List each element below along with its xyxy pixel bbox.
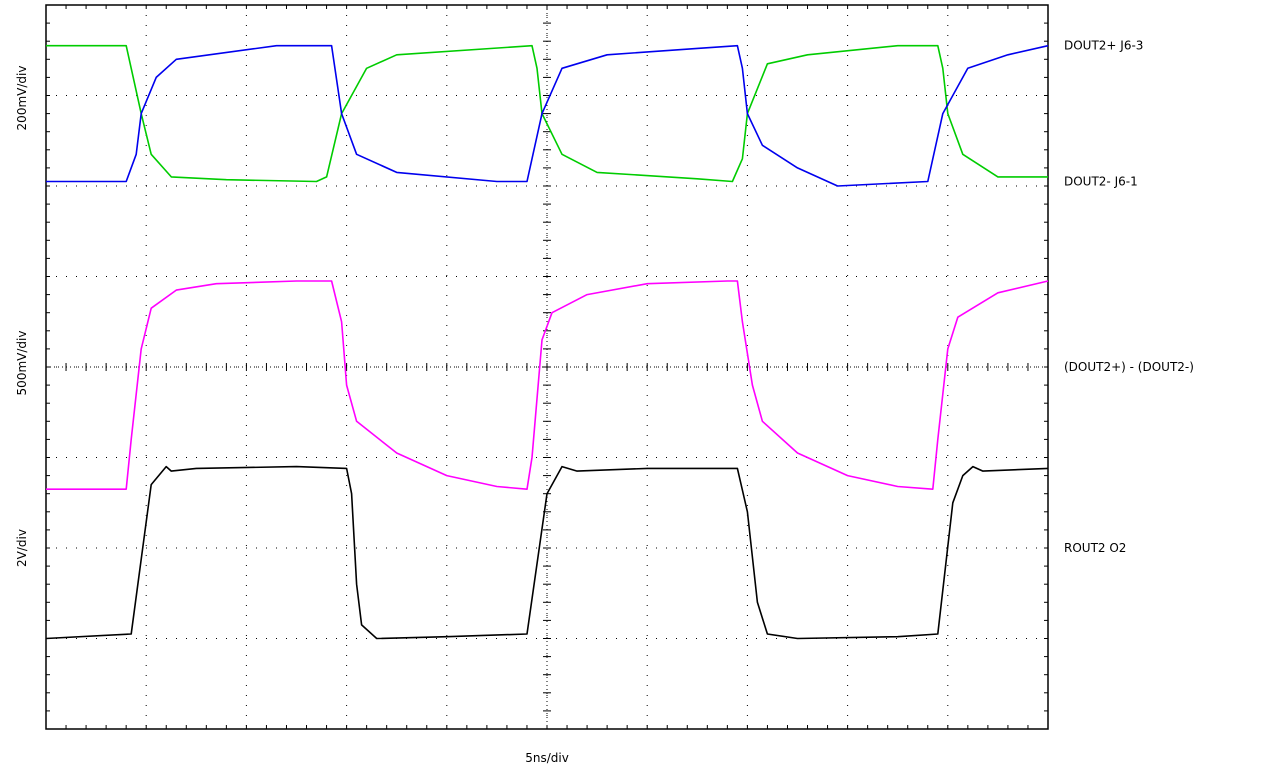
panel-scale-label: 2V/div (15, 529, 29, 567)
panel-scale-label: 200mV/div (15, 66, 29, 131)
trace-label: DOUT2+ J6-3 (1064, 39, 1143, 53)
x-axis-label: 5ns/div (525, 751, 569, 765)
trace-0-0 (46, 44, 1048, 183)
trace-label: (DOUT2+) - (DOUT2-) (1064, 360, 1194, 374)
trace-2-0 (45, 465, 1049, 640)
label-group: 200mV/div DOUT2+ J6-3 DOUT2- J6-1 500mV/div… (15, 39, 1194, 567)
trace-group (45, 44, 1049, 640)
trace-1-0 (46, 280, 1049, 491)
trace-0-1 (46, 44, 1049, 187)
trace-label: ROUT2 O2 (1064, 541, 1126, 555)
trace-label: DOUT2- J6-1 (1064, 174, 1138, 188)
panel-scale-label: 500mV/div (15, 331, 29, 396)
